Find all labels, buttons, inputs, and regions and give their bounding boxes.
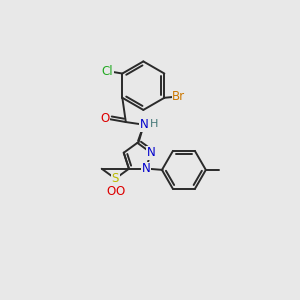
Text: Br: Br (172, 90, 185, 103)
Text: N: N (141, 162, 150, 175)
Text: N: N (147, 146, 155, 159)
Text: O: O (106, 185, 115, 198)
Text: H: H (150, 119, 158, 129)
Text: N: N (140, 118, 149, 131)
Text: S: S (112, 172, 119, 185)
Text: O: O (115, 185, 124, 198)
Text: O: O (100, 112, 109, 125)
Text: Cl: Cl (101, 65, 113, 78)
